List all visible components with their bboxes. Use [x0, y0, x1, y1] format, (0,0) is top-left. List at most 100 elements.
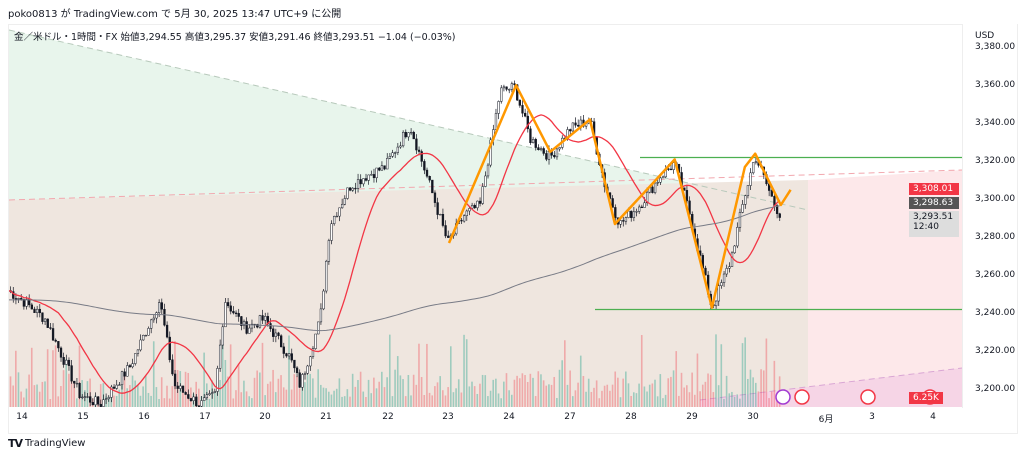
candle-body	[417, 149, 421, 152]
candle-body	[632, 211, 636, 218]
pattern-zigzag	[447, 84, 792, 309]
volume-bar	[383, 387, 386, 407]
volume-bar	[457, 379, 460, 407]
candle-body	[311, 348, 315, 357]
candle-body	[539, 148, 543, 150]
candle-body	[248, 327, 251, 334]
volume-bar	[62, 370, 65, 407]
candle-body	[553, 155, 556, 158]
candle-body	[12, 291, 15, 299]
candle-body	[157, 302, 161, 313]
chart-frame[interactable]	[8, 24, 1018, 434]
candle-body	[160, 302, 163, 310]
candle-body	[574, 122, 577, 126]
volume-bar	[121, 385, 123, 407]
candle-body	[484, 175, 487, 187]
volume-bar	[285, 389, 288, 407]
volume-bar	[582, 375, 585, 407]
volume-bar	[739, 398, 741, 407]
volume-bar	[243, 380, 245, 407]
candle-body	[685, 190, 689, 202]
volume-bar	[566, 384, 569, 407]
volume-bar	[611, 384, 614, 407]
volume-bar	[720, 344, 723, 407]
volume-bar	[237, 363, 240, 407]
date-tick: 24	[503, 412, 515, 422]
candle-body	[558, 147, 561, 150]
candle-body	[500, 87, 503, 102]
candle-body	[404, 131, 407, 138]
candle-body	[611, 198, 614, 208]
volume-bar	[619, 397, 622, 407]
volume-bar	[436, 382, 439, 407]
channel-lower-line	[699, 367, 962, 401]
candle-body	[51, 328, 55, 341]
candle-body	[423, 161, 426, 171]
price-axis[interactable]: USD 3,380.00 3,360.00 3,340.00 3,320.00 3,30…	[909, 24, 1017, 408]
candle-body	[91, 402, 94, 406]
volume-bar	[41, 381, 44, 407]
volume-bar	[471, 381, 473, 407]
volume-bar	[460, 392, 463, 407]
volume-bar	[449, 346, 452, 407]
candle-body	[436, 202, 439, 215]
price-tick: 3,220.00	[975, 346, 1016, 356]
volume-bar	[495, 378, 497, 407]
candle-body	[245, 321, 248, 334]
candle-body	[378, 167, 381, 171]
candle-body	[394, 152, 397, 154]
candle-body	[46, 318, 49, 328]
candle-body	[30, 304, 33, 310]
candle-body	[147, 328, 150, 336]
candle-body	[229, 305, 232, 312]
volume-bar	[15, 350, 17, 407]
candle-body	[362, 178, 365, 185]
candle-body	[529, 128, 532, 143]
candle-body	[306, 365, 309, 374]
candle-body	[118, 384, 121, 386]
candle-body	[309, 356, 312, 367]
candle-body	[187, 394, 190, 399]
price-tick: 3,340.00	[975, 118, 1016, 128]
volume-bar	[447, 387, 449, 407]
candle-body	[96, 396, 100, 405]
candle-body	[340, 203, 344, 209]
candle-body	[28, 299, 31, 306]
candle-body	[70, 365, 73, 382]
candle-body	[513, 83, 516, 86]
candle-body	[497, 101, 500, 114]
candle-body	[181, 385, 185, 393]
tradingview-logo[interactable]: TV TradingView	[8, 437, 85, 450]
candle-body	[20, 298, 23, 300]
volume-bar	[391, 396, 394, 407]
volume-bar	[139, 395, 142, 407]
volume-bar	[680, 372, 683, 407]
candle-body	[653, 182, 657, 193]
volume-bar	[579, 355, 582, 407]
volume-bar	[115, 395, 118, 407]
volume-bar	[142, 386, 144, 407]
candle-body	[473, 205, 476, 209]
volume-bar	[534, 396, 537, 407]
candle-body	[139, 339, 142, 351]
candle-body	[388, 156, 392, 159]
candle-body	[399, 145, 402, 148]
price-chart[interactable]	[0, 0, 962, 408]
volume-bar	[269, 381, 272, 407]
candle-body	[38, 308, 41, 314]
volume-bar	[465, 339, 468, 407]
volume-bar	[131, 375, 134, 407]
candle-body	[736, 227, 739, 247]
candle-body	[216, 368, 219, 392]
candle-body	[240, 316, 243, 326]
volume-bar	[503, 381, 505, 407]
volume-bar	[696, 353, 699, 407]
volume-bar	[343, 396, 346, 407]
date-tick: 30	[747, 412, 759, 422]
candle-body	[73, 380, 76, 384]
volume-bar	[388, 334, 391, 407]
candle-body	[669, 168, 673, 171]
volume-bar	[765, 338, 768, 407]
candle-body	[218, 344, 222, 369]
candle-body	[356, 179, 360, 189]
